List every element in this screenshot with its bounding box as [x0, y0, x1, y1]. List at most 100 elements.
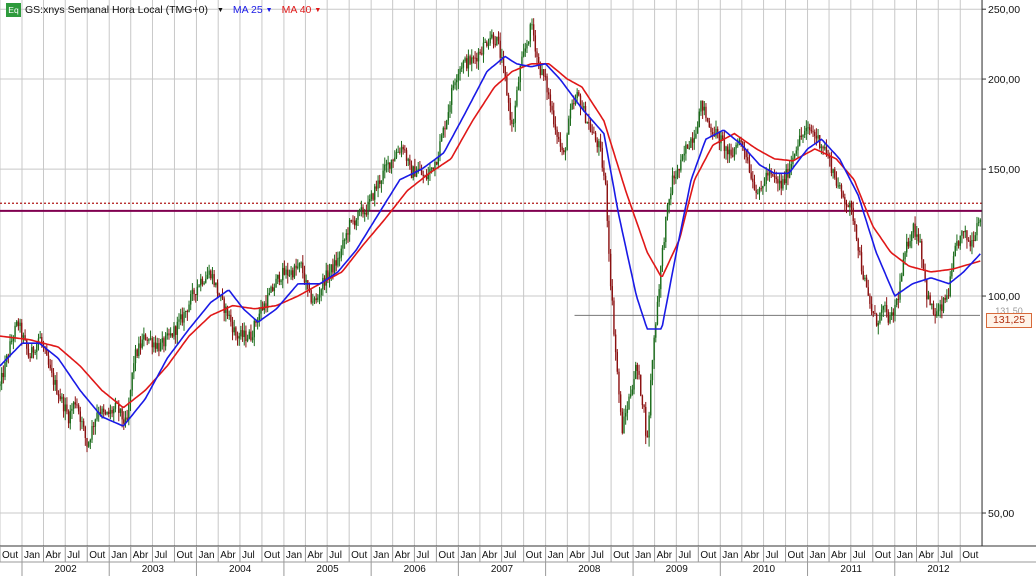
candle-body: [143, 334, 145, 340]
candle-body: [566, 134, 568, 151]
candle-body: [651, 360, 654, 381]
candle-body: [820, 146, 823, 148]
candle-body: [767, 172, 769, 176]
x-year-label: 2011: [840, 564, 862, 575]
x-month-label: Jan: [548, 550, 564, 561]
last-price-tag: 131,25: [986, 313, 1032, 328]
candle-body: [2, 372, 5, 378]
chart-title[interactable]: GS:xnys Semanal Hora Local (TMG+0): [25, 4, 208, 16]
candle-body: [156, 343, 158, 349]
candle-body: [877, 323, 879, 326]
candle-body: [375, 186, 378, 189]
ma25-dropdown-icon[interactable]: ▼: [265, 6, 273, 14]
candle-body: [727, 146, 729, 155]
ma40-dropdown-icon[interactable]: ▼: [314, 6, 322, 14]
equity-icon[interactable]: Eq: [6, 3, 21, 17]
candle-body: [24, 335, 26, 341]
candle-body: [832, 169, 834, 174]
candle-body: [310, 290, 312, 303]
candle-body: [521, 56, 523, 66]
candle-body: [934, 314, 936, 317]
candle-body: [952, 256, 955, 270]
candle-body: [178, 319, 180, 322]
x-month-label: Jan: [286, 550, 302, 561]
candle-body: [534, 35, 537, 52]
candle-body: [271, 286, 274, 291]
candle-body: [275, 278, 277, 288]
candle-body: [763, 184, 766, 186]
candle-body: [479, 51, 481, 54]
candle-body: [190, 294, 192, 305]
y-tick-label: 100,00: [988, 291, 1020, 303]
candle-body: [114, 403, 117, 409]
candle-body: [380, 180, 383, 184]
candle-body: [92, 426, 95, 428]
candle-body: [266, 295, 269, 309]
candle-body: [601, 147, 603, 168]
candle-body: [445, 120, 448, 130]
candle-body: [169, 333, 172, 336]
candle-body: [111, 410, 113, 414]
candle-body: [758, 188, 761, 193]
x-month-label: Abr: [744, 550, 760, 561]
candle-body: [377, 180, 379, 189]
x-month-label: Abr: [482, 550, 498, 561]
candle-body: [486, 41, 488, 46]
ma25-legend[interactable]: MA 25: [232, 4, 263, 16]
candle-body: [159, 342, 162, 352]
candle-body: [680, 159, 682, 171]
x-month-label: Abr: [919, 550, 935, 561]
candle-body: [884, 305, 886, 307]
candle-body: [300, 262, 302, 264]
ma40-legend[interactable]: MA 40: [281, 4, 312, 16]
candle-body: [481, 53, 483, 55]
candle-body: [363, 212, 366, 215]
candle-body: [693, 137, 695, 143]
candle-body: [27, 348, 30, 357]
candle-body: [539, 63, 542, 76]
candle-body: [228, 314, 230, 316]
candle-body: [360, 207, 363, 210]
x-month-label: Out: [2, 550, 18, 561]
candle-body: [803, 131, 806, 135]
candle-body: [118, 403, 120, 413]
candle-body: [164, 335, 167, 347]
ma25-line: [0, 55, 981, 427]
candle-body: [559, 139, 562, 147]
y-tick-label: 250,00: [988, 4, 1020, 16]
candle-body: [357, 210, 359, 220]
ma40-line: [0, 62, 981, 409]
candle-body: [492, 34, 495, 44]
candle-body: [123, 419, 125, 424]
candle-body: [340, 248, 342, 258]
candle-body: [969, 241, 971, 247]
candle-body: [825, 147, 828, 155]
candle-body: [768, 171, 771, 176]
candle-body: [382, 170, 384, 181]
candle-body: [19, 322, 21, 327]
candle-body: [21, 322, 23, 338]
candle-body: [350, 220, 353, 222]
candle-body: [369, 199, 371, 202]
candle-body: [31, 347, 33, 359]
candle-body: [342, 240, 344, 249]
axes: [0, 0, 1036, 563]
candle-body: [457, 73, 460, 81]
x-month-label: Abr: [831, 550, 847, 561]
candle-body: [509, 102, 511, 120]
candle-body: [666, 205, 669, 217]
candle-body: [842, 191, 844, 198]
candle-body: [395, 151, 398, 158]
candle-body: [459, 68, 461, 74]
candle-body: [524, 48, 526, 52]
candle-body: [544, 76, 547, 78]
title-dropdown-icon[interactable]: ▼: [216, 6, 224, 14]
candle-body: [255, 320, 257, 323]
candle-body: [859, 250, 861, 253]
candle-body: [243, 330, 245, 337]
candle-body: [762, 185, 764, 189]
candle-body: [631, 389, 634, 395]
candle-body: [171, 333, 174, 337]
candle-body: [541, 69, 543, 76]
candle-body: [84, 426, 87, 438]
